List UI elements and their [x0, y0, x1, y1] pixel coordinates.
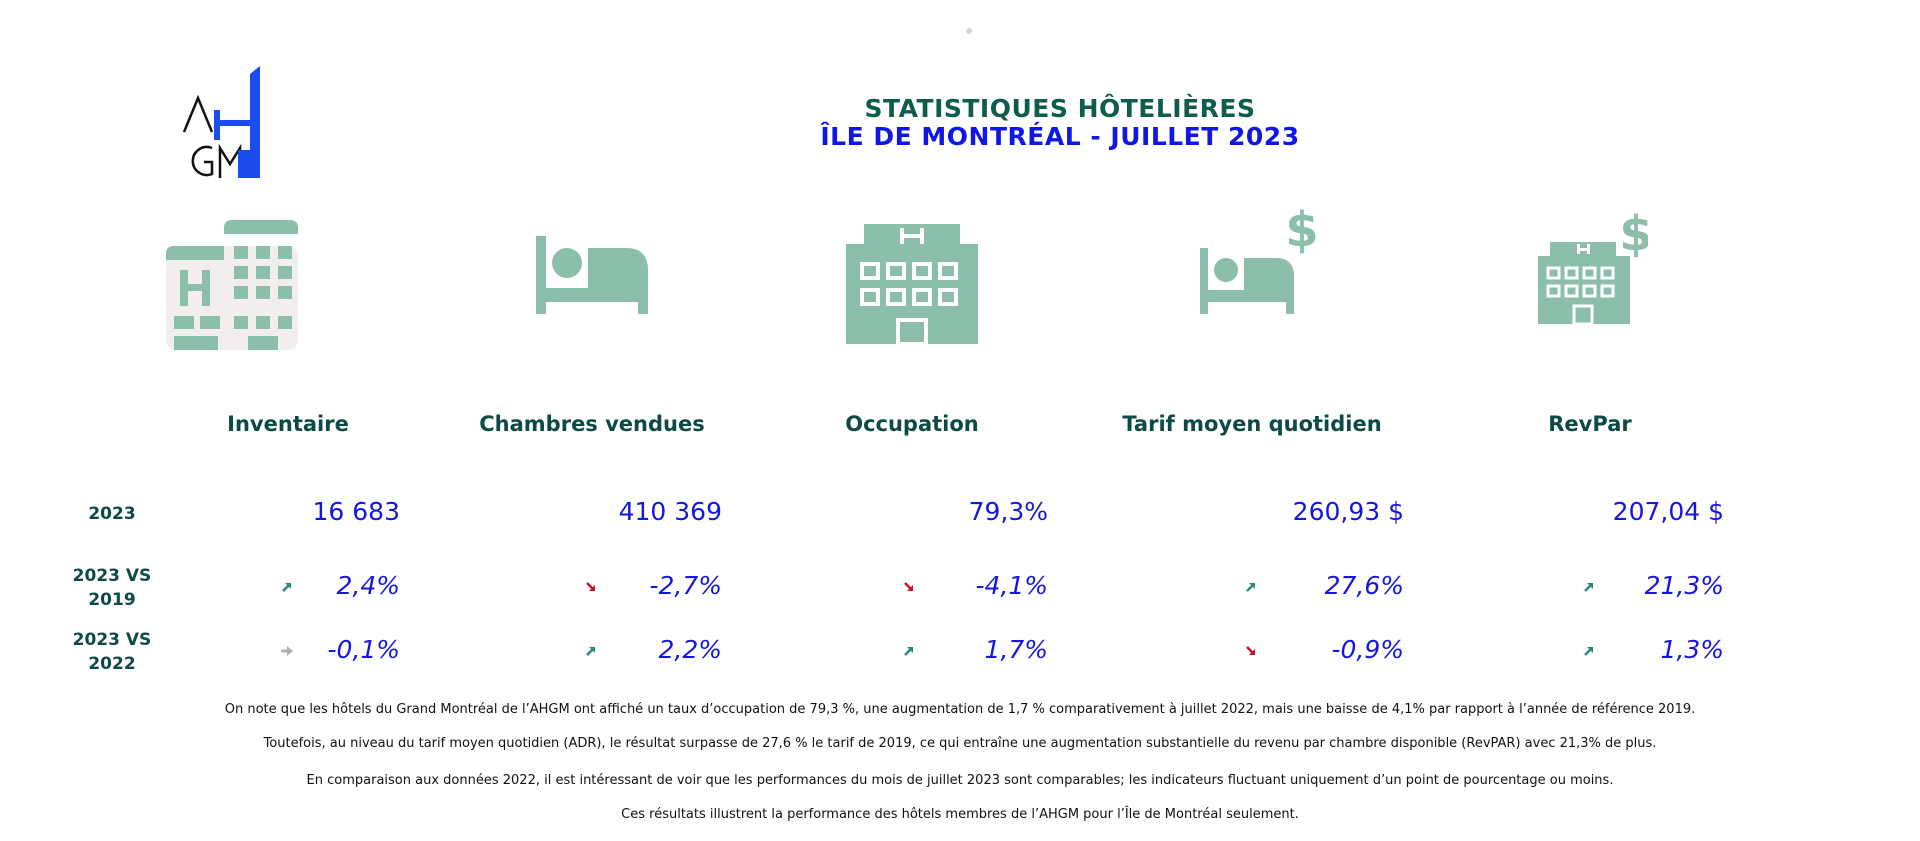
- bed-dollar-icon: $: [1200, 206, 1319, 314]
- value-revpar-2023: 207,04 $: [1612, 497, 1724, 526]
- value-chambres-vs-2019: -2,7%: [649, 571, 722, 600]
- page-title-line-2: ÎLE DE MONTRÉAL - JUILLET 2023: [820, 122, 1300, 151]
- hotel-building-icon: [166, 220, 298, 350]
- column-header-tarif-moyen: Tarif moyen quotidien: [1122, 412, 1382, 436]
- row-label-2023-vs-2019: 2023 VS 2019: [72, 566, 152, 610]
- trend-arrow-tarif-2022: [1244, 643, 1258, 657]
- row-label-2023: 2023: [88, 504, 136, 524]
- value-inventaire-2023: 16 683: [312, 497, 400, 526]
- row-label-2023-vs-2022: 2023 VS 2022: [72, 630, 152, 674]
- ahgm-logo: [182, 66, 260, 178]
- trend-arrow-revpar-2019: [1582, 579, 1596, 593]
- trend-arrow-revpar-2022: [1582, 643, 1596, 657]
- value-tarif-2023: 260,93 $: [1292, 497, 1404, 526]
- value-occupation-2023: 79,3%: [968, 497, 1048, 526]
- value-inventaire-vs-2022: -0,1%: [327, 635, 400, 664]
- trend-arrow-inventaire-2022: [280, 643, 294, 657]
- summary-note-3: En comparaison aux données 2022, il est …: [306, 773, 1614, 788]
- value-chambres-vs-2022: 2,2%: [658, 635, 722, 664]
- summary-note-2: Toutefois, au niveau du tarif moyen quot…: [263, 736, 1657, 751]
- trend-arrow-inventaire-2019: [280, 579, 294, 593]
- value-revpar-vs-2022: 1,3%: [1660, 635, 1724, 664]
- summary-note-1: On note que les hôtels du Grand Montréal…: [224, 702, 1696, 717]
- column-header-chambres-vendues: Chambres vendues: [479, 412, 705, 436]
- column-header-revpar: RevPar: [1548, 412, 1632, 436]
- column-header-inventaire: Inventaire: [227, 412, 349, 436]
- trend-arrow-chambres-2019: [584, 579, 598, 593]
- hospital-building-icon: [846, 224, 978, 344]
- value-revpar-vs-2019: 21,3%: [1644, 571, 1724, 600]
- summary-note-4: Ces résultats illustrent la performance …: [621, 807, 1299, 822]
- page-title-line-1: STATISTIQUES HÔTELIÈRES: [864, 94, 1256, 123]
- trend-arrow-tarif-2019: [1244, 579, 1258, 593]
- value-tarif-vs-2022: -0,9%: [1331, 635, 1404, 664]
- bed-icon: [536, 236, 648, 314]
- value-inventaire-vs-2019: 2,4%: [336, 571, 400, 600]
- trend-arrow-chambres-2022: [584, 643, 598, 657]
- building-dollar-icon: $: [1538, 206, 1648, 324]
- value-tarif-vs-2019: 27,6%: [1324, 571, 1404, 600]
- column-header-occupation: Occupation: [845, 412, 979, 436]
- page-indicator-dot: [966, 28, 972, 34]
- svg-text:$: $: [1619, 206, 1648, 262]
- value-occupation-vs-2022: 1,7%: [984, 635, 1048, 664]
- svg-text:$: $: [1285, 206, 1318, 258]
- value-chambres-2023: 410 369: [618, 497, 722, 526]
- trend-arrow-occupation-2019: [902, 579, 916, 593]
- value-occupation-vs-2019: -4,1%: [975, 571, 1048, 600]
- trend-arrow-occupation-2022: [902, 643, 916, 657]
